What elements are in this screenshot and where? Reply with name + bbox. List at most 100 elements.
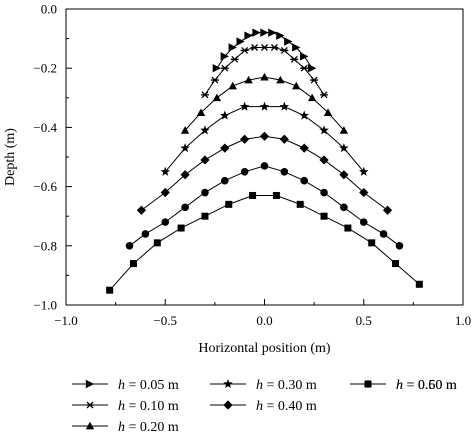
plot-frame	[65, 8, 464, 306]
data-point	[270, 44, 279, 51]
data-point	[392, 260, 400, 268]
legend-entry-3: h = 0.30 m	[210, 378, 317, 393]
data-point	[320, 188, 328, 197]
data-point	[180, 126, 190, 134]
data-point	[250, 44, 259, 51]
data-point	[279, 134, 289, 144]
data-point	[196, 108, 206, 116]
series-3	[160, 101, 369, 176]
y-tick-label: 0.0	[41, 2, 57, 17]
data-point	[260, 28, 269, 37]
data-point	[344, 224, 352, 232]
y-tick-label: −0.4	[33, 120, 57, 135]
data-point	[220, 143, 230, 153]
data-point	[280, 46, 289, 54]
data-point	[200, 125, 210, 135]
data-point	[339, 126, 349, 134]
data-point	[276, 75, 285, 84]
data-point	[200, 91, 209, 99]
data-point	[136, 205, 147, 215]
data-point	[201, 212, 209, 220]
data-point	[153, 239, 161, 247]
data-point	[272, 191, 280, 199]
legend-entry-1: h = 0.10 m	[72, 399, 179, 414]
series-1	[200, 44, 329, 99]
data-point	[228, 43, 237, 52]
data-point	[339, 143, 349, 153]
series-4	[136, 131, 393, 215]
data-point	[249, 191, 257, 199]
data-point	[268, 28, 277, 37]
data-point	[310, 76, 319, 84]
data-point	[284, 37, 293, 46]
axis-ticks: −1.0 −0.5 0.0 0.5 1.0 0.0 −0.2 −0.4 −0.6 −0.8 −1.0	[33, 2, 471, 329]
legend-entry-4: h = 0.40 m	[210, 399, 317, 414]
data-point	[368, 239, 376, 247]
data-point	[129, 260, 137, 268]
data-point	[415, 280, 423, 288]
data-point	[260, 72, 269, 81]
x-tick-label: 1.0	[455, 313, 471, 328]
legend-label: h = 0.60 m	[396, 378, 457, 393]
data-point	[292, 81, 301, 90]
y-tick-label: −1.0	[33, 298, 57, 313]
x-tick-label: 0.0	[256, 313, 272, 328]
data-point	[220, 64, 229, 72]
y-tick-label: −0.8	[33, 238, 57, 253]
y-tick-label: −0.2	[33, 61, 57, 76]
data-point	[260, 162, 269, 170]
data-point	[339, 170, 349, 180]
data-point	[292, 43, 301, 52]
data-point	[307, 64, 317, 73]
data-point	[252, 28, 261, 37]
legend: h = 0.05 m h = 0.10 m h = 0.20 m h = 0.30 m…	[72, 378, 457, 434]
data-point	[340, 203, 348, 212]
data-point	[379, 230, 388, 238]
x-axis-title: Horizontal position (m)	[198, 341, 331, 356]
data-point	[299, 143, 309, 153]
legend-label: h = 0.40 m	[256, 399, 317, 414]
data-point	[307, 93, 317, 102]
data-point	[296, 200, 304, 208]
data-point	[160, 187, 170, 198]
data-point	[320, 91, 329, 99]
data-point	[259, 101, 270, 111]
data-point	[201, 188, 209, 197]
series-line	[141, 135, 388, 211]
data-point	[300, 64, 309, 72]
data-point	[320, 212, 328, 220]
legend-marker	[364, 380, 372, 388]
data-point	[260, 44, 269, 51]
data-point	[180, 143, 190, 153]
series-line	[109, 194, 420, 291]
data-point	[240, 134, 250, 144]
legend-label: h = 0.20 m	[118, 420, 179, 434]
data-point	[212, 64, 222, 73]
data-point	[106, 286, 114, 294]
data-point	[230, 55, 239, 63]
data-point	[276, 31, 285, 40]
data-point	[280, 168, 289, 176]
data-point	[177, 224, 185, 232]
data-point	[359, 218, 368, 226]
data-point	[382, 205, 393, 215]
data-point	[319, 125, 329, 135]
data-point	[228, 81, 237, 90]
x-tick-label: −1.0	[54, 313, 78, 328]
data-point	[319, 155, 329, 165]
data-point	[259, 131, 270, 141]
data-point	[358, 166, 369, 176]
data-point	[221, 176, 229, 185]
data-point	[160, 166, 171, 176]
data-point	[236, 37, 245, 46]
data-point	[225, 200, 233, 208]
series-2	[180, 72, 349, 134]
data-point	[395, 242, 404, 250]
data-point	[299, 110, 309, 120]
series-5	[125, 162, 404, 250]
legend-label: h = 0.30 m	[256, 378, 317, 393]
y-tick-label: −0.6	[33, 179, 57, 194]
data-point	[181, 203, 189, 212]
data-point	[240, 168, 249, 176]
